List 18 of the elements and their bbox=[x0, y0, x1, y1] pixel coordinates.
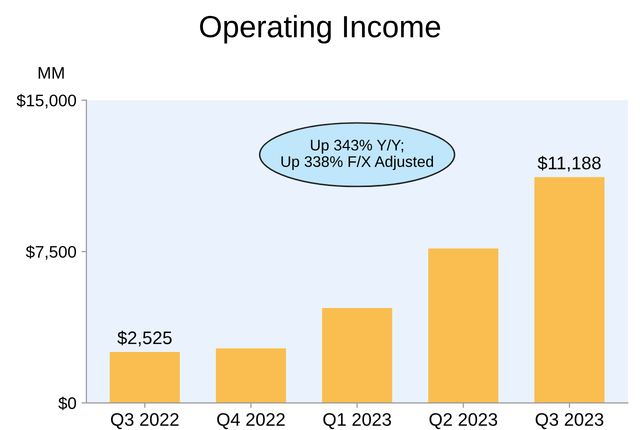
bar bbox=[322, 308, 392, 403]
chart-title: Operating Income bbox=[200, 15, 440, 44]
x-tick-label: Q4 2022 bbox=[217, 413, 285, 430]
bar bbox=[110, 352, 180, 403]
annotation: Up 343% Y/Y; Up 338% F/X Adjusted bbox=[281, 139, 433, 170]
y-axis-title: MM bbox=[38, 67, 64, 79]
x-tick-label: Q1 2023 bbox=[323, 413, 391, 430]
data-label: $11,188 bbox=[538, 156, 601, 172]
y-tick-label: $15,000 bbox=[16, 94, 76, 108]
bar bbox=[534, 177, 604, 403]
x-tick-label: Q3 2023 bbox=[536, 413, 604, 430]
x-tick-label: Q3 2022 bbox=[111, 413, 179, 430]
bar bbox=[428, 248, 498, 403]
bar bbox=[216, 348, 286, 403]
y-tick-label: $0 bbox=[58, 396, 76, 410]
y-tick-label: $7,500 bbox=[26, 245, 76, 260]
x-tick-label: Q2 2023 bbox=[430, 413, 498, 430]
data-label: $2,525 bbox=[117, 330, 172, 346]
